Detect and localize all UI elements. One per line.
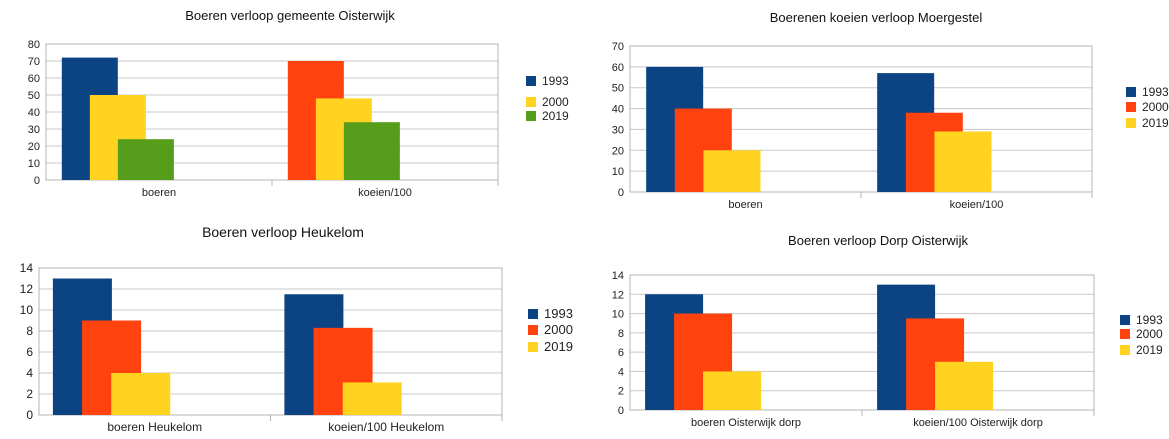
- legend-label: 1993: [544, 306, 573, 321]
- x-category-label: boeren: [728, 199, 762, 211]
- legend-swatch: [528, 325, 538, 335]
- legend-swatch: [1120, 315, 1130, 325]
- y-tick-label: 12: [20, 282, 34, 296]
- chart-title: Boeren verloop gemeente Oisterwijk: [185, 8, 395, 23]
- chart-dorp-oisterwijk-svg: Boeren verloop Dorp Oisterwijk 0 2 4 6 8 10 12 1…: [612, 233, 1163, 429]
- chart-moergestel-svg: Boerenen koeien verloop Moergestel 0 10 20 3…: [612, 10, 1169, 211]
- x-category-label: boeren: [142, 187, 176, 199]
- legend-swatch: [528, 342, 538, 352]
- bar-2019-1: [935, 361, 994, 410]
- y-tick-label: 10: [20, 303, 34, 317]
- y-tick-label: 80: [28, 39, 40, 51]
- y-tick-label: 40: [28, 107, 40, 119]
- legend-swatch: [1126, 102, 1136, 112]
- y-tick-label: 40: [612, 104, 624, 116]
- y-tick-label: 14: [612, 270, 624, 282]
- bar-2019-1: [343, 122, 400, 180]
- y-tick-label: 10: [28, 158, 40, 170]
- legend-label: 2019: [544, 339, 573, 354]
- chart-oisterwijk-svg: Boeren verloop gemeente Oisterwijk 0 10 20 3…: [28, 8, 569, 199]
- y-tick-label: 8: [618, 328, 624, 340]
- y-tick-label: 70: [612, 41, 624, 53]
- y-tick-label: 60: [612, 62, 624, 74]
- legend-label: 2019: [542, 109, 569, 123]
- legend-label: 2019: [1136, 343, 1163, 357]
- legend-label: 2000: [544, 322, 573, 337]
- bar-2019-1: [934, 131, 992, 192]
- chart-oisterwijk: Boeren verloop gemeente Oisterwijk 0 10 20 3…: [0, 0, 584, 215]
- bar-2019-0: [111, 373, 171, 415]
- y-tick-label: 50: [28, 90, 40, 102]
- x-category-label: boeren Oisterwijk dorp: [691, 417, 801, 429]
- x-category-label: boeren Heukelom: [107, 420, 202, 434]
- chart-title: Boeren verloop Dorp Oisterwijk: [788, 233, 968, 248]
- x-category-label: koeien/100: [950, 199, 1004, 211]
- y-tick-label: 10: [612, 166, 624, 178]
- legend-label: 2000: [542, 95, 569, 109]
- y-tick-label: 30: [28, 124, 40, 136]
- x-category-label: koeien/100 Oisterwijk dorp: [913, 417, 1043, 429]
- y-tick-label: 14: [20, 261, 34, 275]
- x-category-label: koeien/100: [358, 187, 412, 199]
- legend-swatch: [1120, 329, 1130, 339]
- legend-swatch: [1120, 345, 1130, 355]
- y-tick-label: 4: [26, 366, 33, 380]
- legend-label: 1993: [1142, 85, 1169, 99]
- y-tick-label: 60: [28, 73, 40, 85]
- x-category-label: koeien/100 Heukelom: [328, 420, 444, 434]
- y-tick-label: 6: [618, 347, 624, 359]
- chart-moergestel: Boerenen koeien verloop Moergestel 0 10 20 3…: [584, 0, 1169, 215]
- legend-label: 2000: [1136, 327, 1163, 341]
- y-tick-label: 12: [612, 289, 624, 301]
- chart-dorp-oisterwijk: Boeren verloop Dorp Oisterwijk 0 2 4 6 8 10 12 1…: [584, 215, 1169, 439]
- legend-swatch: [526, 97, 536, 107]
- y-tick-label: 0: [618, 405, 624, 417]
- bar-2019-0: [703, 150, 761, 192]
- y-tick-label: 0: [26, 408, 33, 422]
- legend-swatch: [1126, 118, 1136, 128]
- y-tick-label: 4: [618, 366, 624, 378]
- legend-label: 1993: [542, 74, 569, 88]
- y-tick-label: 2: [618, 386, 624, 398]
- y-tick-label: 8: [26, 324, 33, 338]
- legend-swatch: [528, 309, 538, 319]
- y-tick-label: 50: [612, 83, 624, 95]
- y-tick-label: 0: [618, 187, 624, 199]
- bar-2019-0: [117, 139, 174, 180]
- legend-label: 2000: [1142, 100, 1169, 114]
- bar-2019-1: [342, 382, 402, 415]
- legend-swatch: [1126, 87, 1136, 97]
- y-tick-label: 0: [34, 175, 40, 187]
- chart-heukelom-svg: Boeren verloop Heukelom 0 2 4 6 8 10 12 14 boeren…: [20, 224, 573, 434]
- y-tick-label: 30: [612, 124, 624, 136]
- y-tick-label: 6: [26, 345, 33, 359]
- y-tick-label: 10: [612, 309, 624, 321]
- chart-heukelom: Boeren verloop Heukelom 0 2 4 6 8 10 12 14 boeren…: [0, 215, 584, 439]
- y-tick-label: 20: [612, 145, 624, 157]
- legend-label: 1993: [1136, 313, 1163, 327]
- chart-title: Boeren verloop Heukelom: [202, 224, 364, 240]
- legend-swatch: [526, 111, 536, 121]
- legend-label: 2019: [1142, 116, 1169, 130]
- chart-title: Boerenen koeien verloop Moergestel: [770, 10, 983, 25]
- legend-swatch: [526, 76, 536, 86]
- bar-2019-0: [703, 371, 762, 410]
- y-tick-label: 20: [28, 141, 40, 153]
- y-tick-label: 70: [28, 56, 40, 68]
- y-tick-label: 2: [26, 387, 33, 401]
